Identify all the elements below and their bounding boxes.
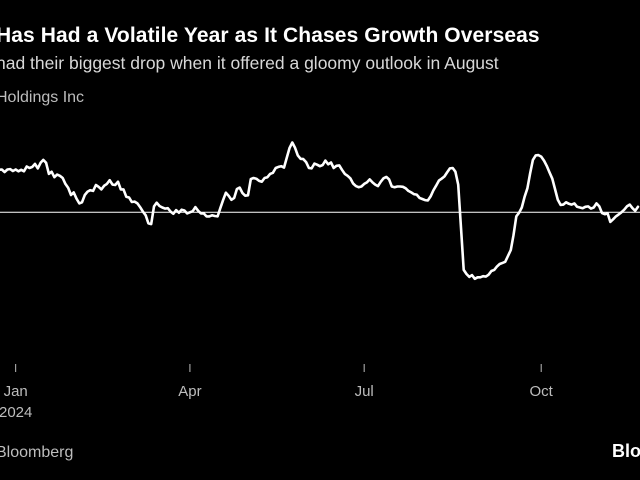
- chart-title: Has Had a Volatile Year as It Chases Gro…: [0, 24, 540, 47]
- x-tick-label-oct: Oct: [530, 383, 554, 400]
- x-tick-year-label: 2024: [0, 404, 32, 421]
- x-tick-label-jul: Jul: [355, 383, 374, 400]
- x-tick-label-jan: Jan: [4, 383, 28, 400]
- bloomberg-logo: Bloo: [612, 441, 640, 461]
- chart-subtitle: had their biggest drop when it offered a…: [0, 53, 499, 73]
- source-label: Bloomberg: [0, 444, 74, 461]
- x-axis: Jan 2024 Apr Jul Oct: [0, 364, 554, 421]
- series-line: [0, 141, 640, 281]
- x-tick-label-apr: Apr: [178, 383, 201, 400]
- series-label: Holdings Inc: [0, 89, 85, 106]
